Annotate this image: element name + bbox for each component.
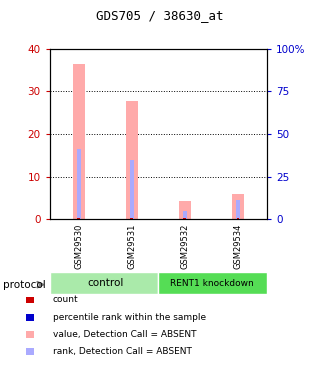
Text: GSM29534: GSM29534 [234,224,243,269]
Text: GDS705 / 38630_at: GDS705 / 38630_at [96,9,224,22]
Text: value, Detection Call = ABSENT: value, Detection Call = ABSENT [53,330,196,339]
Bar [183,211,187,219]
Text: GSM29530: GSM29530 [74,224,83,269]
Bar [158,272,267,294]
Text: count: count [53,296,78,304]
Text: rank, Detection Call = ABSENT: rank, Detection Call = ABSENT [53,347,192,356]
Text: control: control [87,278,124,288]
Bar [77,218,80,219]
Bar [183,218,186,219]
Bar [131,218,133,219]
Text: GSM29532: GSM29532 [180,224,189,269]
Bar [236,200,240,219]
Bar [126,101,138,219]
Bar [73,64,84,219]
Text: RENT1 knockdown: RENT1 knockdown [170,279,253,288]
Text: percentile rank within the sample: percentile rank within the sample [53,313,206,322]
Bar [130,160,134,219]
Text: GSM29531: GSM29531 [127,224,136,269]
Bar [236,218,239,219]
Text: protocol: protocol [3,280,46,290]
Bar [77,149,81,219]
Bar [50,272,158,294]
Bar [232,194,244,219]
Bar [179,201,191,219]
